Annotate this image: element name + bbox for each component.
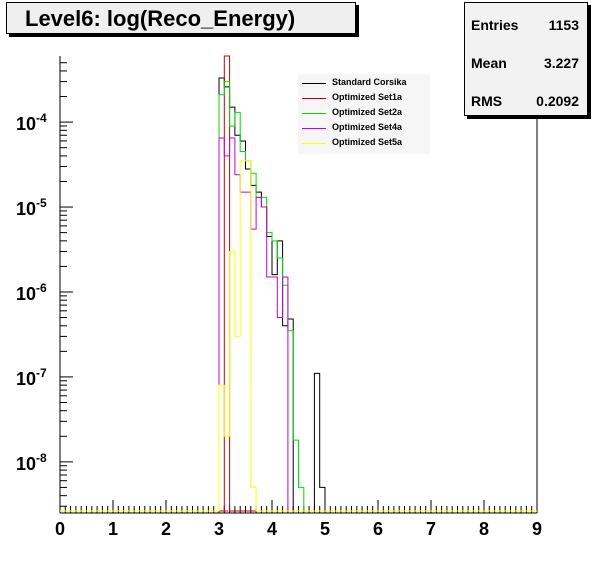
legend-swatch bbox=[302, 143, 326, 144]
x-tick-label: 6 bbox=[373, 519, 383, 539]
x-tick-label: 5 bbox=[320, 519, 330, 539]
x-tick-label: 9 bbox=[532, 519, 542, 539]
x-tick-label: 7 bbox=[426, 519, 436, 539]
legend: Standard Corsika Optimized Set1a Optimiz… bbox=[298, 74, 430, 154]
stat-value: 1153 bbox=[548, 17, 579, 33]
x-tick-label: 4 bbox=[267, 519, 277, 539]
x-tick-label: 3 bbox=[214, 519, 224, 539]
y-tick-label: 10-4 bbox=[16, 111, 47, 134]
stats-box: Entries 1153 Mean 3.227 RMS 0.2092 bbox=[464, 2, 588, 116]
legend-label: Optimized Set4a bbox=[332, 122, 403, 132]
stat-value: 3.227 bbox=[543, 55, 579, 71]
legend-item: Optimized Set4a bbox=[302, 121, 430, 136]
x-tick-label: 0 bbox=[55, 519, 65, 539]
y-tick-label: 10-7 bbox=[16, 366, 47, 389]
stat-label: Mean bbox=[471, 55, 507, 71]
y-tick-label: 10-6 bbox=[16, 281, 47, 304]
legend-item: Optimized Set1a bbox=[302, 91, 430, 106]
stat-label: RMS bbox=[471, 93, 503, 109]
legend-item: Standard Corsika bbox=[302, 76, 430, 91]
y-tick-label: 10-5 bbox=[16, 196, 47, 219]
stat-label: Entries bbox=[471, 17, 519, 33]
legend-swatch bbox=[302, 113, 326, 114]
tick-labels: 0 1 2 3 4 5 6 7 8 9 10-4 10-5 10-6 10-7 10-8 bbox=[16, 111, 542, 539]
legend-label: Optimized Set2a bbox=[332, 107, 403, 117]
legend-swatch bbox=[302, 98, 326, 99]
y-tick-label: 10-8 bbox=[16, 451, 47, 474]
stat-value: 0.2092 bbox=[536, 93, 579, 109]
legend-label: Optimized Set1a bbox=[332, 92, 403, 102]
title-box: Level6: log(Reco_Energy) bbox=[6, 2, 356, 34]
legend-label: Optimized Set5a bbox=[332, 137, 403, 147]
x-tick-label: 1 bbox=[108, 519, 118, 539]
series-group bbox=[60, 55, 537, 512]
legend-label: Standard Corsika bbox=[332, 77, 407, 87]
x-tick-label: 2 bbox=[161, 519, 171, 539]
chart-title: Level6: log(Reco_Energy) bbox=[25, 6, 296, 31]
legend-item: Optimized Set2a bbox=[302, 106, 430, 121]
legend-swatch bbox=[302, 128, 326, 129]
x-tick-label: 8 bbox=[479, 519, 489, 539]
series-line bbox=[60, 137, 537, 512]
series-line bbox=[60, 160, 537, 512]
series-line bbox=[60, 55, 537, 512]
legend-item: Optimized Set5a bbox=[302, 136, 430, 151]
legend-swatch bbox=[302, 83, 326, 84]
